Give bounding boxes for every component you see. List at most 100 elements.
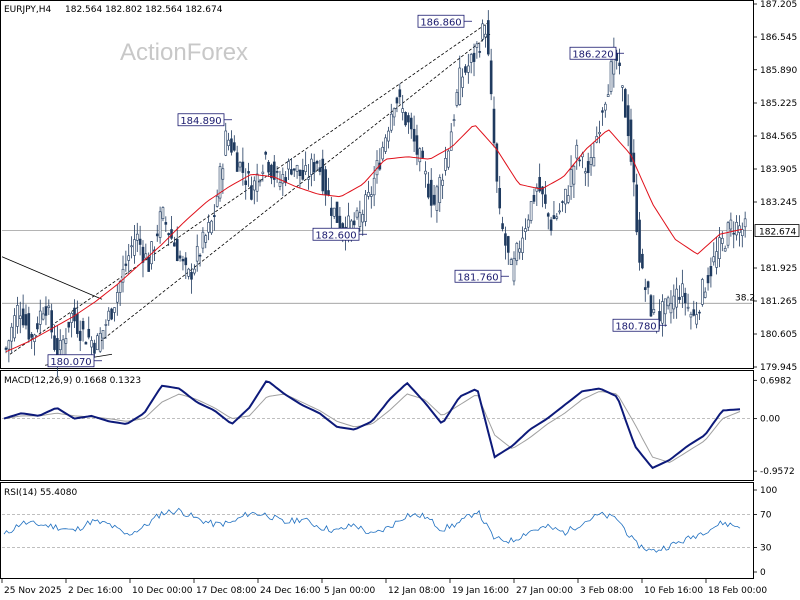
- annotation-text: 180.070: [50, 357, 91, 368]
- candle-body: [47, 305, 51, 308]
- macd-layer: [2, 380, 752, 470]
- candle-body: [24, 314, 28, 326]
- candle-body: [138, 238, 142, 245]
- candle-body: [292, 168, 296, 171]
- candle-body: [44, 306, 48, 316]
- time-tick-label: 3 Feb 08:00: [580, 586, 634, 596]
- price-tick-label: 183.245: [760, 198, 797, 208]
- macd-tick-label: 0.6982: [760, 376, 792, 386]
- candle-body: [227, 139, 230, 147]
- annotation-text: 181.760: [457, 272, 498, 283]
- annotation-text: 186.220: [572, 49, 613, 60]
- candle-body: [521, 237, 524, 253]
- candle-body: [569, 169, 573, 187]
- candle-body: [701, 279, 704, 305]
- candle-body: [703, 291, 707, 298]
- candle-body: [626, 105, 630, 137]
- price-tick-label: 185.225: [760, 99, 797, 109]
- last-price-label: 182.674: [759, 228, 796, 238]
- time-tick-label: 19 Jan 16:00: [452, 586, 509, 596]
- candle-body: [210, 220, 213, 234]
- candle-body: [367, 191, 370, 197]
- candle-body: [87, 328, 91, 338]
- candle-body: [467, 65, 470, 73]
- candle-body: [486, 20, 490, 55]
- candle-body: [438, 177, 442, 203]
- candle-body: [501, 223, 504, 230]
- price-annotation: 182.600: [312, 227, 367, 241]
- candle-body: [641, 253, 644, 269]
- rsi-title: RSI(14) 55.4080: [4, 488, 77, 498]
- candle-body: [578, 159, 581, 162]
- candle-body: [295, 165, 299, 172]
- macd-title: MACD(12,26,9) 0.1668 0.1323: [4, 376, 141, 386]
- price-tick-label: 183.905: [760, 165, 797, 175]
- candle-body: [518, 248, 521, 253]
- candle-body: [198, 254, 202, 257]
- candle-body: [255, 173, 259, 192]
- candle-body: [358, 212, 362, 227]
- candle-body: [64, 338, 68, 344]
- candle-body: [275, 171, 279, 173]
- macd-tick-label: -0.9572: [760, 467, 795, 477]
- candle-body: [455, 92, 459, 106]
- candle-body: [184, 257, 188, 266]
- candle-body: [618, 62, 621, 67]
- time-tick-label: 17 Dec 08:00: [196, 586, 257, 596]
- candle-body: [155, 233, 159, 237]
- candle-body: [489, 60, 493, 95]
- candle-body: [161, 207, 165, 219]
- candle-body: [121, 268, 125, 283]
- candle-body: [298, 169, 302, 176]
- candle-body: [147, 256, 150, 272]
- candle-body: [643, 287, 647, 290]
- symbol-label: EURJPY,H4: [4, 5, 52, 15]
- price-annotation: 181.760: [454, 269, 509, 283]
- candle-body: [589, 157, 593, 165]
- candle-body: [201, 231, 205, 249]
- candle-body: [113, 307, 116, 313]
- candle-body: [330, 207, 333, 216]
- candle-body: [133, 239, 136, 256]
- macd-tick-label: 0.00: [760, 415, 780, 425]
- candle-body: [247, 171, 250, 174]
- candle-body: [598, 131, 601, 135]
- candle-body: [335, 201, 339, 223]
- candle-body: [689, 313, 693, 318]
- candle-body: [712, 256, 716, 263]
- candle-body: [492, 108, 496, 144]
- candle-body: [287, 161, 290, 170]
- candle-body: [529, 201, 533, 221]
- candle-body: [195, 246, 199, 262]
- rsi-panel: [0, 482, 754, 579]
- candle-body: [218, 166, 222, 199]
- candle-body: [478, 51, 482, 53]
- candle-body: [21, 308, 25, 326]
- candle-body: [561, 201, 564, 203]
- price-tick-label: 181.265: [760, 297, 797, 307]
- candle-body: [635, 184, 639, 233]
- candle-body: [449, 131, 453, 151]
- candle-body: [538, 176, 541, 192]
- candle-body: [658, 311, 661, 322]
- candle-body: [250, 185, 253, 200]
- candle-body: [104, 324, 108, 326]
- candle-body: [387, 130, 390, 142]
- candle-body: [672, 295, 676, 310]
- candle-body: [706, 275, 710, 284]
- candle-body: [110, 308, 113, 320]
- macd-signal-line: [3, 391, 741, 463]
- candle-body: [558, 210, 561, 213]
- price-panel: [0, 0, 754, 369]
- candle-body: [681, 283, 684, 297]
- candle-body: [669, 303, 673, 314]
- time-tick-label: 27 Jan 00:00: [516, 586, 573, 596]
- candle-body: [36, 323, 39, 330]
- candle-body: [683, 292, 687, 304]
- candle-body: [401, 108, 404, 113]
- candle-body: [78, 330, 82, 341]
- candle-body: [498, 188, 502, 209]
- candle-body: [372, 177, 376, 196]
